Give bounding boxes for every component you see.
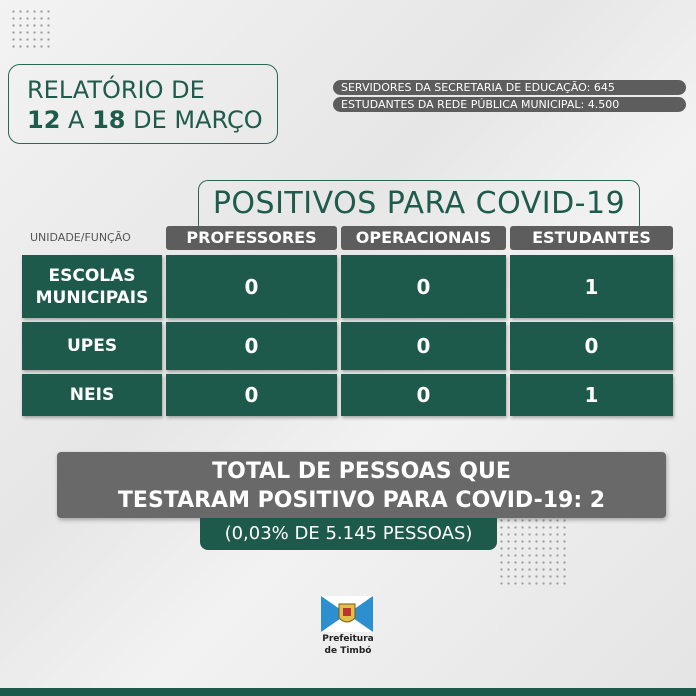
start-day: 12	[27, 106, 61, 134]
total-box: TOTAL DE PESSOAS QUE TESTARAM POSITIVO P…	[57, 452, 666, 518]
report-title-box: RELATÓRIO DE 12 A 18 DE MARÇO	[8, 64, 278, 144]
month: DE MARÇO	[133, 106, 263, 134]
table-cell: 0	[510, 322, 673, 370]
dot-pattern-bottom	[498, 517, 568, 585]
table-cell: 0	[341, 322, 506, 370]
students-count: ESTUDANTES DA REDE PÚBLICA MUNICIPAL: 4.…	[333, 97, 686, 112]
table-cell: 0	[341, 255, 506, 318]
col-header-professores: PROFESSORES	[166, 226, 337, 250]
servers-count: SERVIDORES DA SECRETARIA DE EDUCAÇÃO: 64…	[333, 80, 686, 95]
table-cell: 1	[510, 255, 673, 318]
col-header-operacionais: OPERACIONAIS	[341, 226, 506, 250]
bottom-bar	[0, 688, 696, 696]
table-cell: 0	[341, 374, 506, 416]
total-line2: TESTARAM POSITIVO PARA COVID-19: 2	[117, 488, 606, 513]
table-cell: 0	[166, 322, 337, 370]
logo-line1: Prefeitura	[322, 634, 374, 644]
logo-line2: de Timbó	[324, 646, 372, 656]
total-percent: (0,03% DE 5.145 PESSOAS)	[200, 518, 497, 550]
corner-label: UNIDADE/FUNÇÃO	[30, 231, 131, 244]
row-label-escolas: ESCOLAS MUNICIPAIS	[22, 255, 162, 318]
timbo-flag-logo	[321, 596, 373, 632]
report-date-range: 12 A 18 DE MARÇO	[27, 105, 277, 135]
logo-text: Prefeitura de Timbó	[310, 633, 386, 657]
date-sep: A	[68, 106, 85, 134]
table-cell: 0	[166, 374, 337, 416]
end-day: 18	[92, 106, 126, 134]
row-label-neis: NEIS	[22, 374, 162, 416]
row-label-upes: UPES	[22, 322, 162, 370]
total-line1: TOTAL DE PESSOAS QUE	[212, 459, 511, 484]
table-cell: 0	[166, 255, 337, 318]
col-header-estudantes: ESTUDANTES	[510, 226, 673, 250]
table-cell: 1	[510, 374, 673, 416]
table-title: POSITIVOS PARA COVID-19	[198, 180, 640, 230]
report-title-line1: RELATÓRIO DE	[27, 76, 205, 104]
dot-pattern-top	[10, 8, 54, 52]
